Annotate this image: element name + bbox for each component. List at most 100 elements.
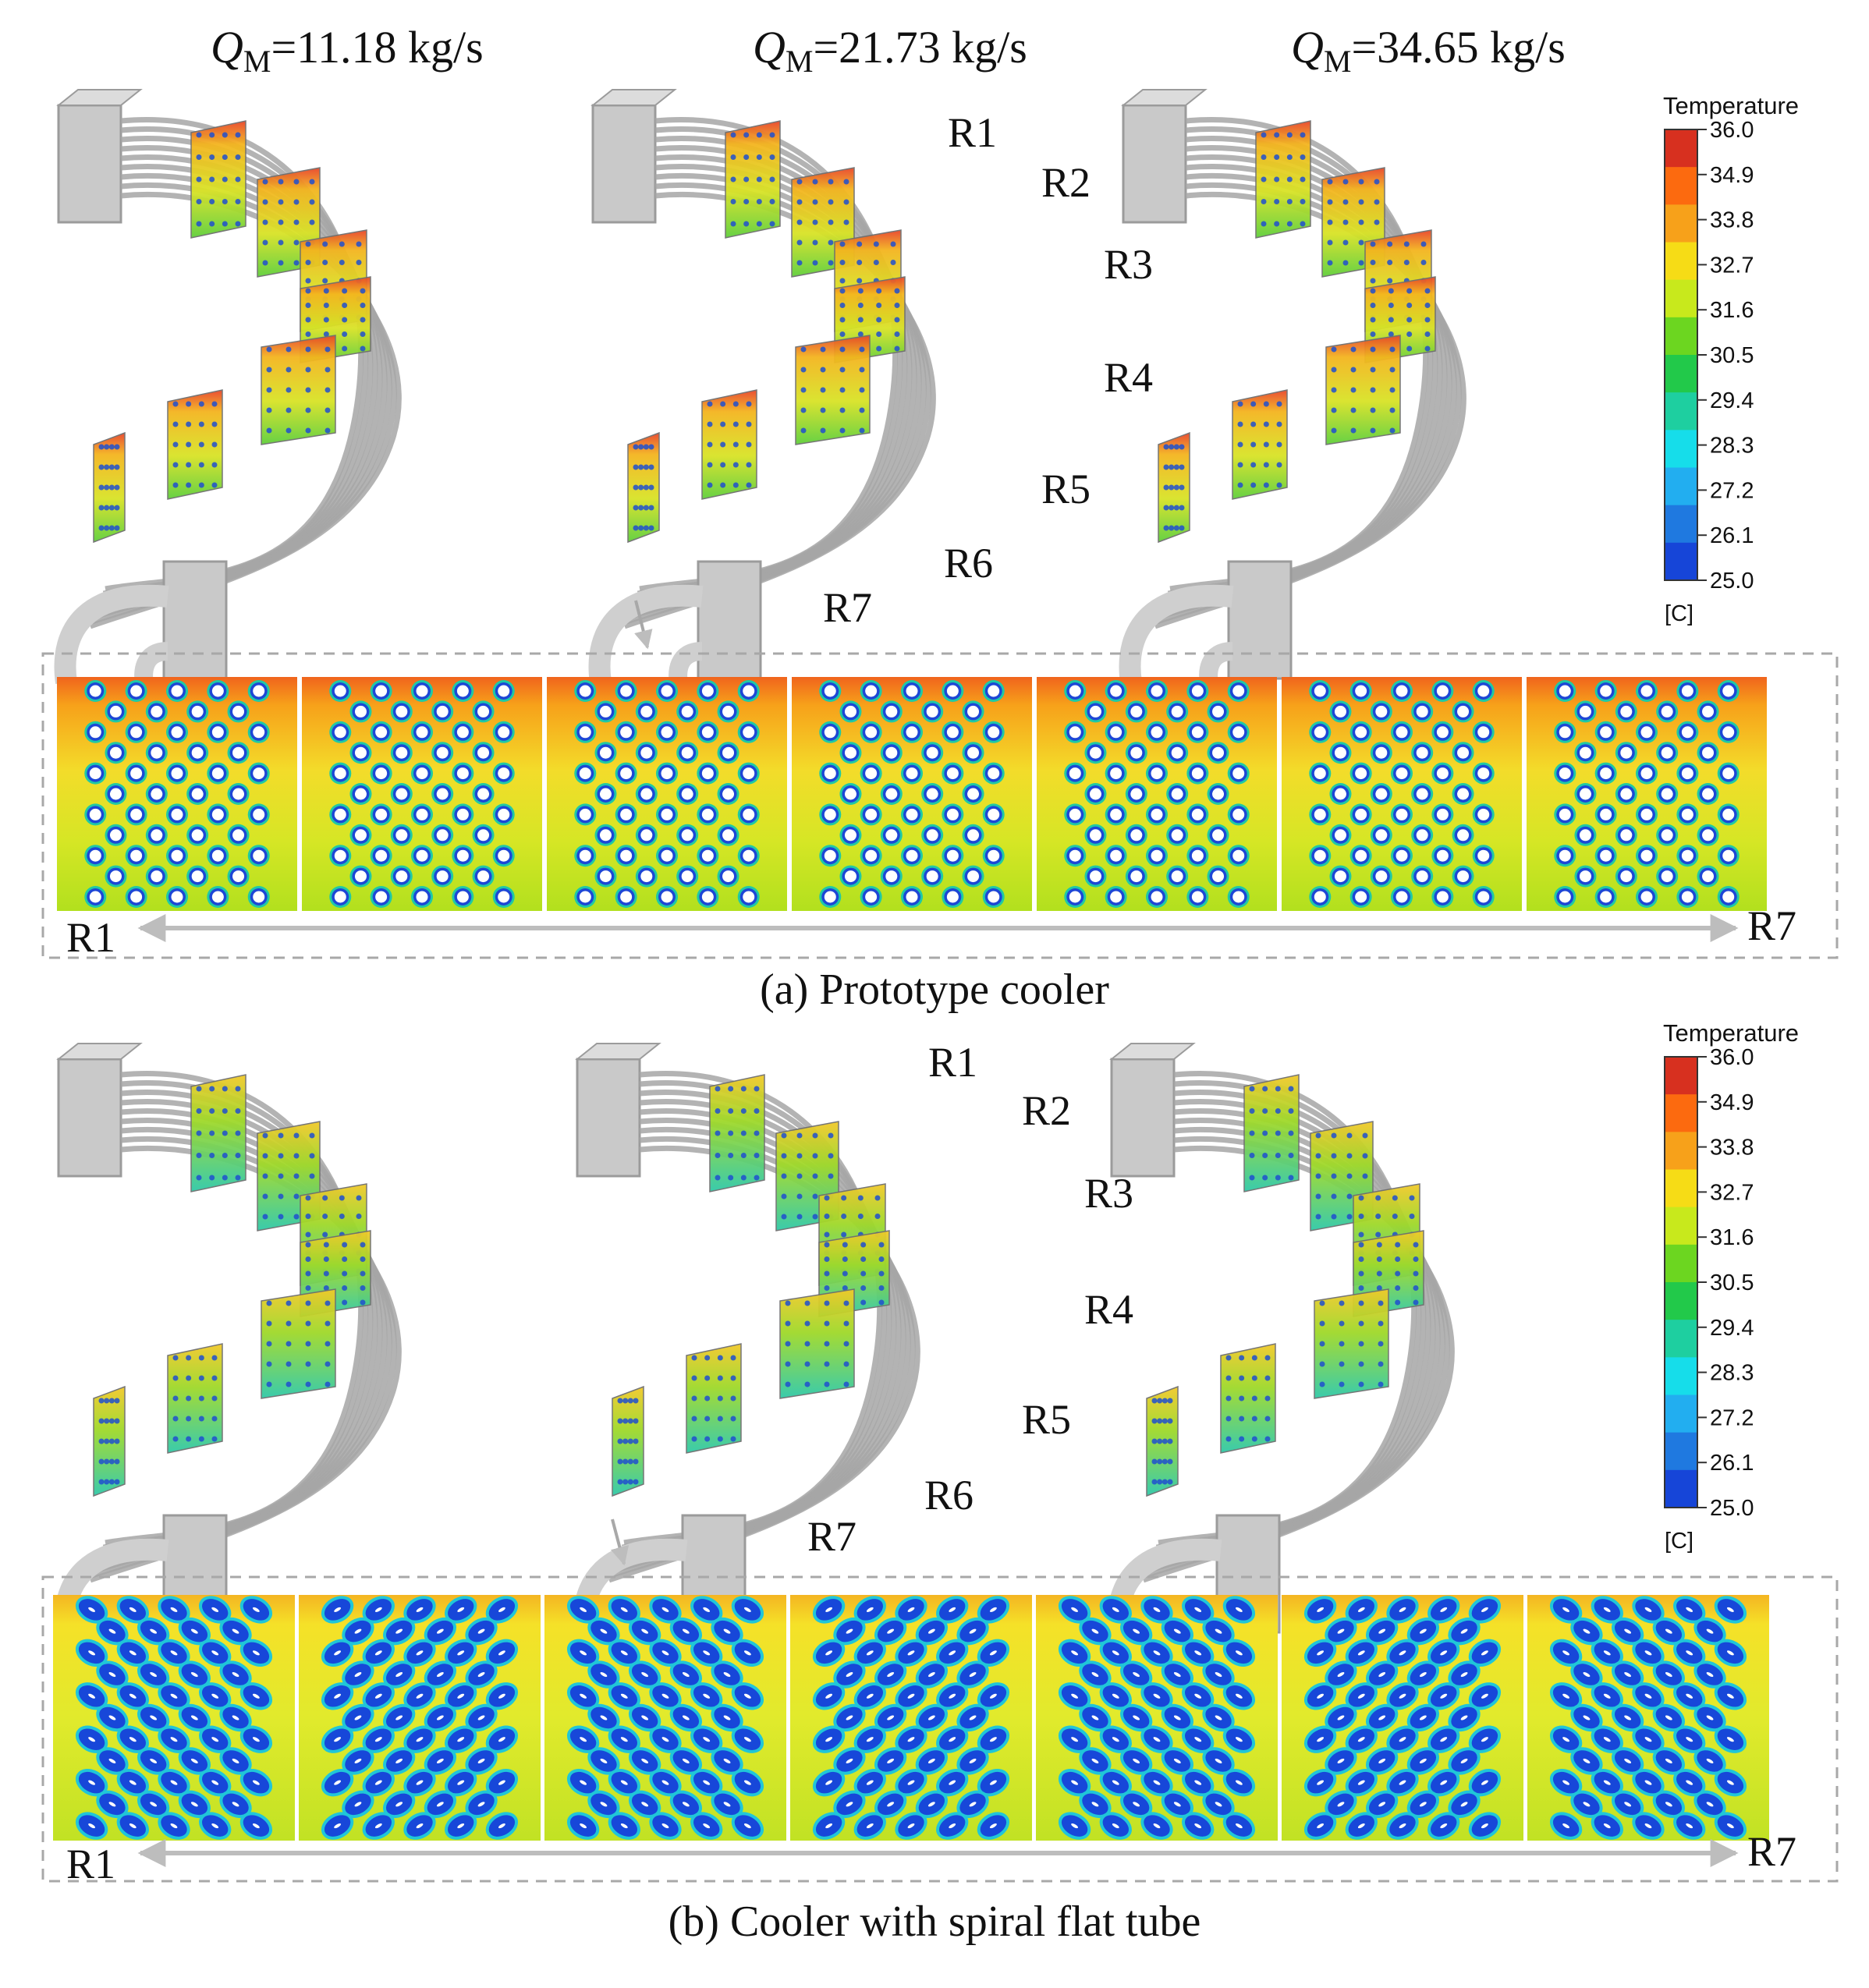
slice-tube-dot (198, 421, 204, 427)
slice-tube-dot (740, 1130, 747, 1136)
flat-tube-core (1460, 1672, 1468, 1678)
slice-tube-dot (1362, 1132, 1368, 1139)
cooler-3d-view (1119, 89, 1466, 693)
slice-tube-dot (1358, 260, 1364, 266)
slice-tube-dot (730, 176, 736, 182)
top-header-box (591, 104, 657, 224)
slice-tube-dot (1350, 407, 1357, 413)
flat-tube-core (1153, 1650, 1161, 1656)
slice-tube-dot (305, 1256, 311, 1262)
slice-tube-dot (1263, 441, 1269, 448)
flat-tube-core (949, 1823, 956, 1829)
legend-tick-label: 29.4 (1710, 388, 1754, 413)
slice-tube-dot (1406, 331, 1413, 337)
tube-bore (1171, 870, 1183, 883)
slice-tube-dot (1225, 1436, 1232, 1442)
tube-bore (171, 808, 183, 820)
slice-tube-dot (211, 1355, 218, 1361)
legend-tick-label: 34.9 (1710, 1090, 1754, 1115)
slice-tube-dot (356, 1195, 362, 1201)
flat-tube-core (743, 1650, 751, 1656)
tube-bore (253, 849, 265, 862)
flat-tube-core (334, 1780, 342, 1785)
flat-tube-core (1317, 1737, 1325, 1742)
tube-bore (232, 829, 245, 842)
flat-tube-core (1706, 1628, 1714, 1634)
slice-tube-dot (730, 154, 736, 160)
slice-tube-dot (800, 387, 807, 393)
slice-tube-dot (342, 288, 348, 294)
slice-tube-dot (785, 1361, 791, 1367)
slice-tube-dot (322, 1231, 328, 1238)
slice-tube-dot (114, 1438, 120, 1444)
flat-tube-core (1317, 1607, 1325, 1612)
flat-tube-core (1235, 1607, 1243, 1612)
tube-bore (967, 829, 980, 842)
tube-bore (334, 808, 346, 820)
tube-bore (354, 705, 367, 718)
slice-tube-dot (342, 1256, 348, 1262)
flat-tube-core (641, 1802, 649, 1807)
slice-tube-dot (339, 1195, 345, 1201)
slice-tube-dot (1358, 1285, 1364, 1291)
slice-tube-dot (820, 407, 826, 413)
flat-tube-core (641, 1758, 649, 1763)
slice-tube-dot (1237, 441, 1243, 448)
legend-color-band (1665, 1057, 1697, 1095)
tube-bore (906, 891, 918, 903)
slice-tube-dot (622, 1398, 629, 1404)
flat-tube-core (416, 1693, 424, 1699)
section-background (299, 1595, 541, 1841)
tube-bore (456, 808, 469, 820)
slice-tube-dot (114, 1398, 120, 1404)
tube-bore (151, 705, 163, 718)
strip-frame-prototype (41, 652, 1839, 959)
tube-bore (1477, 891, 1490, 903)
slice-tube-dot (266, 1381, 272, 1387)
flat-tube-core (620, 1607, 628, 1612)
tube-bore (375, 808, 388, 820)
tube-bore (395, 705, 408, 718)
slice-tube-dot (715, 1086, 721, 1092)
slice-tube-dot (824, 1285, 830, 1291)
tube-bore (334, 849, 346, 862)
slice-tube-dot (325, 1341, 331, 1347)
flat-tube-core (723, 1672, 731, 1678)
flat-tube-core (866, 1607, 874, 1612)
legend-tick-label: 27.2 (1710, 1405, 1754, 1430)
slice-tube-dot (293, 1193, 300, 1200)
top-header-lid (1121, 89, 1208, 106)
slice-tube-dot (1395, 1285, 1401, 1291)
slice-tube-dot (172, 401, 179, 407)
slice-tube-dot (325, 407, 331, 413)
slice-tube-dot (643, 525, 649, 531)
tube-bore (436, 788, 449, 800)
slice-tube-dot (828, 1173, 834, 1179)
tube-bore (906, 685, 918, 697)
tube-bore (1436, 849, 1449, 862)
slice-tube-dot (1250, 462, 1257, 468)
slice-tube-dot (643, 464, 649, 470)
tube-bore (661, 849, 673, 862)
slice-tube-dot (186, 1355, 192, 1361)
flat-tube-core (1706, 1672, 1714, 1678)
slice-tube-dot (728, 1086, 734, 1092)
tube-bore (1722, 767, 1735, 780)
slice-tube-dot (894, 288, 900, 294)
tube-bore (946, 767, 959, 780)
tube-bore (477, 746, 490, 759)
slice-tube-dot (1358, 199, 1364, 205)
tube-bore (701, 685, 714, 697)
flat-tube-core (1215, 1672, 1222, 1678)
tube-bore (988, 685, 1000, 697)
slice-tube-dot (860, 1242, 867, 1248)
slice-tube-dot (856, 241, 863, 247)
slice-tube-dot (278, 260, 284, 266)
slice-tube-dot (1395, 1270, 1401, 1277)
top-header-box (1110, 1058, 1176, 1178)
tube-bore (1355, 685, 1367, 697)
slice-tube-dot (617, 1418, 623, 1424)
slice-tube-dot (820, 367, 826, 373)
tube-bore (354, 788, 367, 800)
slice-tube-dot (1263, 482, 1269, 488)
